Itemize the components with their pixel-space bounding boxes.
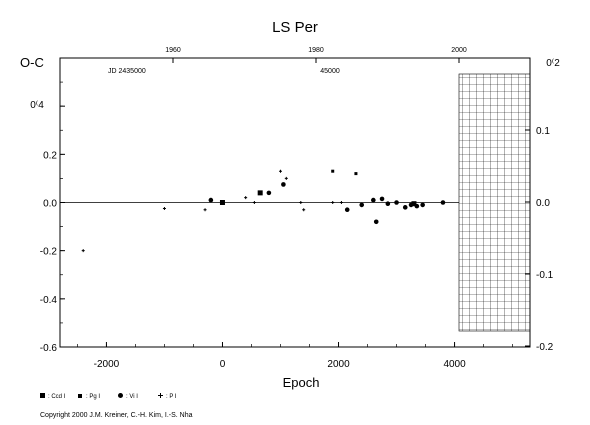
- data-point-p: [339, 201, 343, 204]
- y-tick-label: -0.6: [40, 343, 58, 354]
- data-point-vi: [385, 201, 391, 207]
- x-tick-label: 2000: [327, 359, 350, 370]
- legend-label: : Pg I: [86, 394, 100, 400]
- jd-mid-label: 45000: [320, 68, 340, 75]
- legend-label: : P I: [166, 394, 177, 400]
- top-year-label: 1980: [308, 47, 324, 54]
- jd-label: JD 2435000: [108, 68, 146, 75]
- data-point-p: [203, 208, 207, 212]
- data-point-vi: [371, 197, 376, 203]
- data-point-p: [244, 196, 248, 200]
- data-point-p: [252, 201, 256, 204]
- data-point-vi: [394, 200, 399, 205]
- x-tick-label: 4000: [443, 359, 466, 370]
- top-year-label: 2000: [451, 47, 467, 54]
- right-tick-label: 0.1: [536, 126, 550, 137]
- y-tick-label: 0.2: [43, 150, 57, 161]
- y-tick-label: -0.4: [40, 295, 58, 306]
- data-point-p: [331, 201, 335, 204]
- data-point-vi: [440, 200, 446, 205]
- right-tick-label: -0.2: [536, 342, 554, 353]
- legend-symbol-vi: [118, 393, 123, 398]
- data-point-vi: [420, 202, 425, 208]
- data-point-ccd: [219, 200, 225, 205]
- data-point-vi: [344, 207, 350, 213]
- x-tick-label: -2000: [94, 359, 120, 370]
- chart-title: LS Per: [272, 19, 318, 36]
- data-point-p: [302, 208, 306, 212]
- data-point-ccd: [257, 190, 263, 196]
- data-point-vi: [408, 202, 414, 208]
- x-axis-title: Epoch: [283, 375, 320, 390]
- copyright: Copyright 2000 J.M. Kreiner, C.-H. Kim, …: [40, 412, 193, 419]
- data-point-vi: [379, 196, 385, 202]
- y-top-label: 0⁽4: [30, 100, 44, 111]
- data-point-vi: [414, 203, 420, 209]
- data-point-vi: [359, 202, 365, 208]
- y-axis-title: O-C: [20, 55, 44, 70]
- data-point-pg: [354, 172, 358, 176]
- data-point-vi: [266, 190, 272, 196]
- data-point-p: [81, 249, 85, 253]
- y-tick-label: 0.0: [43, 199, 57, 210]
- legend-symbol-ccd: [40, 393, 45, 398]
- right-axis-top-label: 0⁽2: [546, 58, 560, 69]
- data-point-ccd: [411, 201, 417, 207]
- legend-label: : Vi I: [126, 394, 138, 400]
- hatched-region: [458, 73, 531, 332]
- data-point-vi: [281, 182, 286, 187]
- right-tick-label: 0.0: [536, 198, 550, 209]
- top-year-label: 1960: [165, 47, 181, 54]
- x-tick-label: 0: [220, 359, 226, 370]
- data-point-p: [162, 207, 166, 211]
- data-point-p: [284, 176, 288, 180]
- data-point-vi: [373, 219, 379, 225]
- legend-symbol-p: [158, 393, 163, 398]
- legend-label: : Ccd I: [48, 394, 66, 400]
- right-tick-label: -0.1: [536, 270, 554, 281]
- data-point-vi: [402, 205, 408, 210]
- y-tick-label: -0.2: [40, 247, 58, 258]
- data-point-p: [278, 169, 282, 173]
- data-point-p: [299, 201, 303, 204]
- legend-symbol-pg: [78, 394, 82, 398]
- data-point-vi: [208, 197, 214, 203]
- data-point-pg: [331, 169, 335, 173]
